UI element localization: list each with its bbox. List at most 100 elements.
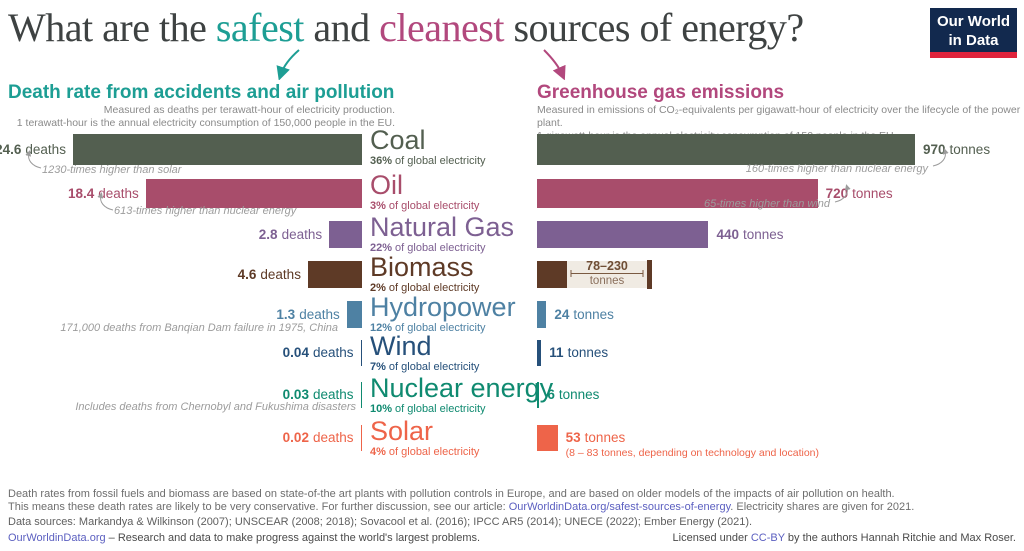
safest-arrow-icon [276, 49, 300, 80]
footer-license-post: by the authors Hannah Ritchie and Max Ro… [784, 532, 1016, 544]
nuclear-deaths-note: Includes deaths from Chernobyl and Fukus… [75, 401, 356, 413]
solar-deaths-number: 0.02 [282, 430, 309, 445]
oil-share-pct: 3% [370, 200, 386, 212]
natural-gas-deaths-bar [329, 221, 362, 248]
wind-emissions-value: 11 tonnes [549, 344, 608, 362]
wind-deaths-bar [360, 340, 362, 366]
coal-deaths-bar [72, 134, 362, 165]
natural-gas-deaths-value: 2.8 deaths [259, 226, 322, 244]
solar-emissions-value: 53 tonnes (8 – 83 tonnes, depending on tec… [566, 429, 819, 459]
title-pre: What are the [8, 5, 216, 50]
nuclear-share-text: of global electricity [395, 403, 486, 415]
nuclear-emissions-unit: tonnes [558, 387, 600, 402]
oil-emissions-number: 720 [825, 185, 849, 201]
solar-name: Solar [370, 416, 434, 446]
right-chart-subtitle1: Measured in emissions of CO₂-equivalents… [537, 104, 1021, 129]
solar-deaths-value: 0.02 deaths [283, 429, 354, 447]
oil-deaths-annotation: 613-times higher than nuclear energy [114, 205, 297, 217]
left-chart-subtitle1: Measured as deaths per terawatt-hour of … [103, 104, 395, 116]
biomass-deaths-value: 4.6 deaths [238, 266, 301, 284]
biomass-deaths-bar [307, 261, 362, 288]
wind-emissions-unit: tonnes [567, 345, 609, 360]
title-mid: and [303, 5, 380, 50]
nuclear-deaths-value: 0.03 deaths [283, 386, 354, 404]
wind-deaths-number: 0.04 [282, 345, 309, 360]
ccby-link[interactable]: CC-BY [750, 532, 785, 544]
oil-emissions-value: 720 tonnes [826, 185, 893, 203]
coal-emissions-unit: tonnes [949, 141, 991, 157]
nuclear-share-pct: 10% [370, 403, 393, 415]
owid-site-link[interactable]: OurWorldinData.org [8, 532, 106, 544]
solar-emissions-unit: tonnes [584, 430, 626, 445]
biomass-range-unit: tonnes [589, 275, 625, 287]
oil-deaths-unit: deaths [98, 185, 139, 201]
natural-gas-label-block: Natural Gas 22% of global electricity [370, 213, 514, 254]
footer-site-text: – Research and data to make progress aga… [105, 532, 481, 544]
coal-share-pct: 36% [370, 155, 393, 167]
footer-license: Licensed under CC-BY by the authors Hann… [673, 532, 1016, 545]
hydropower-deaths-number: 1.3 [276, 306, 296, 322]
oil-name: Oil [370, 170, 403, 200]
nuclear-name: Nuclear energy [370, 373, 554, 403]
hydropower-label-block: Hydropower 12% of global electricity [370, 293, 516, 334]
footer-line2-post: . Electricity shares are given for 2021. [730, 501, 915, 513]
logo-line2: in Data [948, 32, 999, 49]
title-safest: safest [215, 5, 305, 50]
hydropower-name: Hydropower [370, 292, 516, 322]
natural-gas-name: Natural Gas [370, 212, 515, 242]
hydropower-emissions-bar [537, 301, 547, 328]
oil-deaths-curl-icon [97, 192, 114, 211]
natural-gas-share-pct: 22% [370, 242, 393, 254]
hydropower-share-pct: 12% [370, 322, 393, 334]
oil-emissions-curl-icon [834, 184, 851, 203]
natural-gas-emissions-bar [537, 221, 709, 248]
footer-line1: Death rates from fossil fuels and biomas… [8, 488, 895, 500]
hydropower-emissions-value: 24 tonnes [554, 306, 614, 324]
solar-share-text: of global electricity [388, 446, 480, 458]
oil-label-block: Oil 3% of global electricity [370, 171, 479, 212]
natural-gas-deaths-number: 2.8 [258, 226, 278, 242]
owid-logo: Our World in Data [930, 8, 1017, 52]
footer-license-pre: Licensed under [672, 532, 751, 544]
nuclear-deaths-bar [360, 382, 362, 408]
cleanest-arrow-icon [543, 49, 566, 80]
natural-gas-emissions-number: 440 [716, 226, 739, 242]
coal-share-text: of global electricity [395, 155, 486, 167]
coal-deaths-annotation: 1230-times higher than solar [42, 164, 182, 176]
natural-gas-emissions-unit: tonnes [742, 226, 784, 242]
wind-label-block: Wind 7% of global electricity [370, 332, 479, 373]
wind-emissions-bar [537, 340, 542, 366]
coal-emissions-curl-icon [932, 148, 949, 167]
solar-deaths-bar [360, 425, 362, 451]
oil-emissions-unit: tonnes [852, 185, 893, 201]
solar-deaths-unit: deaths [312, 430, 354, 445]
article-link[interactable]: OurWorldinData.org/safest-sources-of-ene… [508, 501, 731, 513]
wind-deaths-unit: deaths [312, 345, 354, 360]
footer-sources: Data sources: Markandya & Wilkinson (200… [8, 516, 753, 528]
wind-share-text: of global electricity [388, 361, 480, 373]
left-chart-subtitle: Measured as deaths per terawatt-hour of … [8, 104, 395, 130]
biomass-emissions-bar [537, 261, 568, 288]
nuclear-label-block: Nuclear energy 10% of global electricity [370, 374, 553, 415]
biomass-share-pct: 2% [370, 282, 386, 294]
wind-share-pct: 7% [370, 361, 386, 373]
footer-site: OurWorldinData.org – Research and data t… [8, 532, 480, 545]
hydropower-emissions-unit: tonnes [573, 306, 614, 322]
hydropower-deaths-value: 1.3 deaths [276, 306, 339, 324]
natural-gas-emissions-value: 440 tonnes [716, 226, 783, 244]
logo-red-bar [930, 52, 1017, 58]
coal-deaths-unit: deaths [25, 141, 66, 157]
solar-label-block: Solar 4% of global electricity [370, 417, 479, 458]
coal-emissions-value: 970 tonnes [923, 141, 990, 159]
page-title: What are the safest and cleanest sources… [8, 4, 804, 51]
hydropower-deaths-note: 171,000 deaths from Banqian Dam failure … [60, 322, 338, 334]
hydropower-emissions-number: 24 [554, 306, 570, 322]
wind-deaths-value: 0.04 deaths [283, 344, 354, 362]
biomass-share-text: of global electricity [388, 282, 480, 294]
oil-share-text: of global electricity [388, 200, 480, 212]
wind-name: Wind [370, 331, 432, 361]
natural-gas-share-text: of global electricity [395, 242, 486, 254]
biomass-range-background [567, 261, 647, 288]
nuclear-deaths-unit: deaths [312, 387, 354, 402]
